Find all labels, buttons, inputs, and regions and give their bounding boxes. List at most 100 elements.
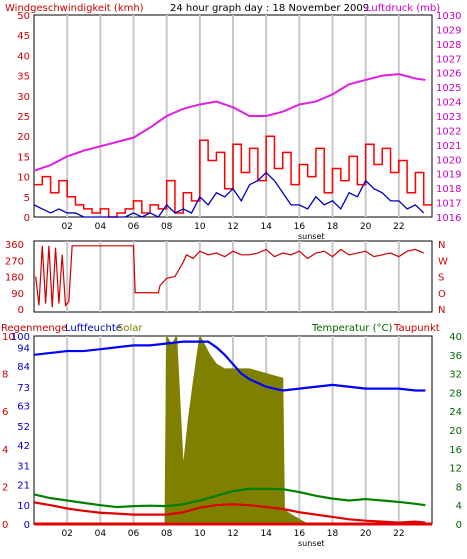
wind-tick-label: 45 — [17, 31, 30, 42]
panel1-series — [33, 73, 432, 218]
direction-tick-label: 90 — [11, 289, 24, 300]
pressure-tick-label: 1017 — [436, 199, 461, 210]
humidity-tick-label: 94 — [17, 343, 30, 354]
pressure-tick-label: 1028 — [436, 40, 461, 51]
pressure-tick-label: 1022 — [436, 126, 461, 137]
rain-tick-label: 0 — [2, 520, 8, 531]
hour-tick-label: 22 — [393, 529, 404, 539]
temperature-tick-label: 16 — [449, 445, 462, 456]
pressure-tick-label: 1026 — [436, 69, 461, 80]
pressure-tick-label: 1025 — [436, 83, 461, 94]
pressure-tick-label: 1023 — [436, 112, 461, 123]
panel3-series — [33, 334, 432, 526]
pressure-tick-label: 1024 — [436, 98, 461, 109]
temperature-line — [33, 487, 426, 509]
hour-tick-label: 12 — [227, 529, 238, 539]
humidity-tick-label: 31 — [17, 462, 30, 473]
wind-axis-ticks: 0 5 10 15 20 25 30 35 40 45 50 — [17, 11, 30, 224]
wind-tick-label: 30 — [17, 92, 30, 103]
rain-tick-label: 6 — [2, 407, 8, 418]
hour-tick-label: 20 — [360, 529, 372, 539]
pressure-tick-label: 1030 — [436, 11, 461, 22]
pressure-tick-label: 1016 — [436, 213, 461, 224]
dewpoint-line — [33, 501, 426, 524]
rain-tick-label: 4 — [2, 445, 8, 456]
hour-tick-label: 08 — [161, 529, 173, 539]
hour-tick-label: 02 — [61, 529, 72, 539]
temperature-tick-label: 20 — [449, 426, 462, 437]
humidity-tick-label: 52 — [17, 422, 30, 433]
humidity-line — [33, 340, 426, 392]
compass-tick-label: N — [438, 305, 445, 316]
temperature-tick-label: 12 — [449, 464, 462, 475]
panel1-hour-labels: 02 04 06 08 10 12 14 16 18 20 22 — [61, 222, 404, 232]
pressure-axis-ticks: 1016 1017 1018 1019 1020 1021 1022 1023 1024 1025… — [436, 11, 461, 224]
temperature-tick-label: 0 — [456, 520, 462, 531]
hour-tick-label: 10 — [194, 529, 206, 539]
wind-tick-label: 5 — [24, 193, 30, 204]
direction-tick-label: 360 — [5, 240, 24, 251]
panel2-grid — [66, 241, 400, 312]
panel3-hour-labels: 02 04 06 08 10 12 14 16 18 20 22 — [61, 529, 404, 539]
rain-axis-title: Regenmenge — [1, 323, 67, 334]
compass-tick-label: S — [438, 273, 444, 284]
wind-tick-label: 20 — [17, 132, 30, 143]
temperature-tick-label: 8 — [456, 482, 462, 493]
rain-tick-label: 10 — [2, 332, 15, 343]
hour-tick-label: 14 — [260, 222, 272, 232]
wind-tick-label: 15 — [17, 152, 30, 163]
humidity-tick-label: 21 — [17, 481, 30, 492]
direction-axis-ticks: 0 90 180 270 360 — [5, 240, 24, 316]
temperature-tick-label: 36 — [449, 351, 462, 362]
pressure-axis-title: Luftdruck (mb) — [366, 3, 440, 14]
hour-tick-label: 10 — [194, 222, 206, 232]
panel2-series — [35, 245, 424, 308]
chart-title: 24 hour graph day : 18 November 2009 — [170, 3, 369, 14]
temperature-tick-label: 28 — [449, 388, 462, 399]
humidity-tick-label: 84 — [17, 362, 30, 373]
humidity-tick-label: 10 — [17, 501, 30, 512]
humidity-tick-label: 0 — [24, 520, 30, 531]
temperature-axis-title: Temperatur (°C) — [311, 323, 392, 334]
humidity-axis-title: Luftfeuchte — [65, 323, 122, 334]
temperature-tick-label: 40 — [449, 332, 462, 343]
humidity-tick-label: 63 — [17, 402, 30, 413]
hour-tick-label: 06 — [128, 222, 140, 232]
hour-tick-label: 16 — [294, 529, 306, 539]
direction-tick-label: 270 — [5, 256, 24, 267]
hour-tick-label: 16 — [294, 222, 306, 232]
temperature-tick-label: 4 — [456, 501, 462, 512]
rain-tick-label: 2 — [2, 482, 8, 493]
wind-tick-label: 0 — [24, 213, 30, 224]
wind-direction-line — [35, 245, 424, 308]
wind-tick-label: 35 — [17, 72, 30, 83]
compass-tick-label: N — [438, 240, 445, 251]
hour-tick-label: 02 — [61, 222, 72, 232]
pressure-tick-label: 1027 — [436, 54, 461, 65]
hour-tick-label: 18 — [327, 529, 339, 539]
hour-tick-label: 08 — [161, 222, 173, 232]
solar-title: Solar — [117, 323, 143, 334]
temperature-axis-ticks: 0 4 8 12 16 20 24 28 32 36 40 — [449, 332, 462, 531]
hour-tick-label: 14 — [260, 529, 272, 539]
wind-speed-line — [34, 135, 432, 218]
humidity-tick-label: 100 — [11, 332, 30, 343]
temperature-tick-label: 32 — [449, 370, 462, 381]
wind-axis-title: Windgeschwindigkeit (kmh) — [5, 3, 144, 14]
wind-tick-label: 50 — [17, 11, 30, 22]
rain-axis-ticks: 0 2 4 6 8 10 — [2, 332, 15, 531]
direction-tick-label: 180 — [5, 273, 24, 284]
humidity-tick-label: 73 — [17, 383, 30, 394]
compass-tick-label: W — [438, 256, 448, 267]
pressure-tick-label: 1018 — [436, 184, 461, 195]
wind-tick-label: 40 — [17, 51, 30, 62]
pressure-tick-label: 1020 — [436, 155, 461, 166]
pressure-tick-label: 1019 — [436, 170, 461, 181]
hour-tick-label: 12 — [227, 222, 238, 232]
rain-tick-label: 8 — [2, 370, 8, 381]
